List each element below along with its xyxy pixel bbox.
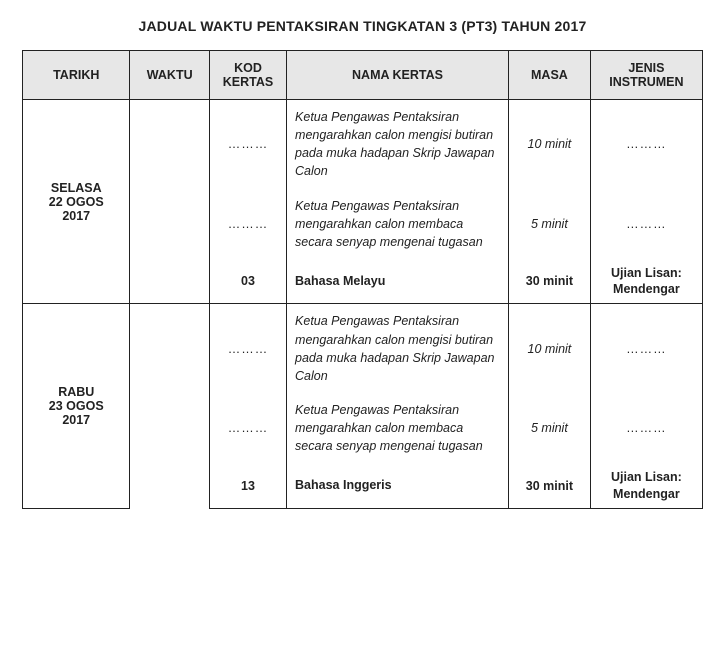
col-masa: MASA xyxy=(509,51,591,100)
masa-cell: 10 minit xyxy=(509,304,591,393)
jenis-cell: Ujian Lisan: Mendengar xyxy=(590,259,702,304)
waktu-cell xyxy=(130,100,209,304)
date-date: 23 OGOS xyxy=(49,399,104,413)
jenis-cell: Ujian Lisan: Mendengar xyxy=(590,463,702,508)
date-cell: SELASA 22 OGOS 2017 xyxy=(23,100,130,304)
nama-cell: Ketua Pengawas Pentaksiran mengarahkan c… xyxy=(287,304,509,393)
jenis-cell: ……… xyxy=(590,304,702,393)
kod-cell: ……… xyxy=(209,189,286,259)
waktu-cell xyxy=(130,304,209,508)
masa-cell: 5 minit xyxy=(509,393,591,463)
schedule-table: TARIKH WAKTU KOD KERTAS NAMA KERTAS MASA… xyxy=(22,50,703,509)
nama-cell: Ketua Pengawas Pentaksiran mengarahkan c… xyxy=(287,189,509,259)
date-day: SELASA xyxy=(51,181,102,195)
page-title: JADUAL WAKTU PENTAKSIRAN TINGKATAN 3 (PT… xyxy=(22,18,703,34)
nama-cell: Bahasa Inggeris xyxy=(287,463,509,508)
jenis-cell: ……… xyxy=(590,100,702,189)
nama-cell: Ketua Pengawas Pentaksiran mengarahkan c… xyxy=(287,393,509,463)
date-date: 22 OGOS xyxy=(49,195,104,209)
col-tarikh: TARIKH xyxy=(23,51,130,100)
date-cell: RABU 23 OGOS 2017 xyxy=(23,304,130,508)
kod-cell: ……… xyxy=(209,100,286,189)
table-header-row: TARIKH WAKTU KOD KERTAS NAMA KERTAS MASA… xyxy=(23,51,703,100)
jenis-line1: Ujian Lisan: xyxy=(611,470,682,484)
masa-cell: 30 minit xyxy=(509,259,591,304)
jenis-line1: Ujian Lisan: xyxy=(611,266,682,280)
table-row: RABU 23 OGOS 2017 ……… Ketua Pengawas Pen… xyxy=(23,304,703,393)
jenis-line2: Mendengar xyxy=(613,282,680,296)
table-row: SELASA 22 OGOS 2017 ……… Ketua Pengawas P… xyxy=(23,100,703,189)
jenis-line2: Mendengar xyxy=(613,487,680,501)
date-year: 2017 xyxy=(62,209,90,223)
kod-cell: 03 xyxy=(209,259,286,304)
nama-cell: Ketua Pengawas Pentaksiran mengarahkan c… xyxy=(287,100,509,189)
col-nama: NAMA KERTAS xyxy=(287,51,509,100)
date-year: 2017 xyxy=(62,413,90,427)
col-waktu: WAKTU xyxy=(130,51,209,100)
kod-cell: ……… xyxy=(209,304,286,393)
col-kod: KOD KERTAS xyxy=(209,51,286,100)
nama-cell: Bahasa Melayu xyxy=(287,259,509,304)
masa-cell: 10 minit xyxy=(509,100,591,189)
col-jenis: JENIS INSTRUMEN xyxy=(590,51,702,100)
masa-cell: 30 minit xyxy=(509,463,591,508)
jenis-cell: ……… xyxy=(590,189,702,259)
kod-cell: ……… xyxy=(209,393,286,463)
jenis-cell: ……… xyxy=(590,393,702,463)
kod-cell: 13 xyxy=(209,463,286,508)
date-day: RABU xyxy=(58,385,94,399)
masa-cell: 5 minit xyxy=(509,189,591,259)
